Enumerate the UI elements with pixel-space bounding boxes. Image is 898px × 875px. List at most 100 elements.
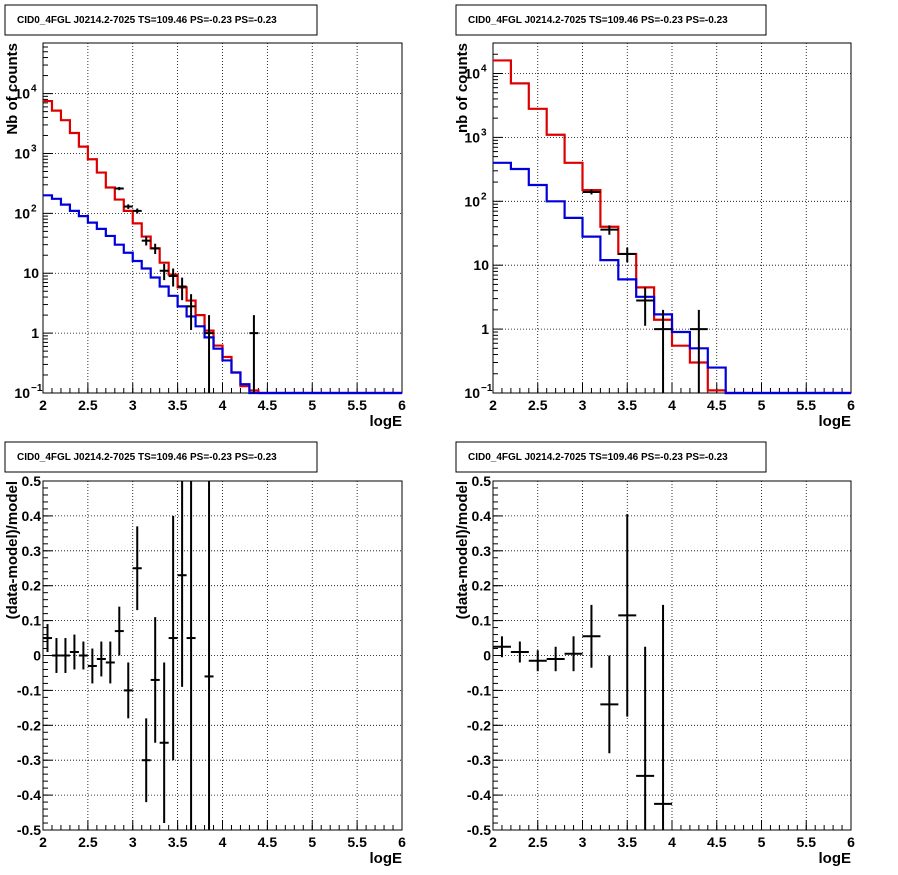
data-point bbox=[150, 243, 160, 255]
y-tick-base: 10 bbox=[473, 257, 489, 273]
residual-point bbox=[564, 636, 583, 672]
data-point bbox=[159, 263, 169, 281]
data-point bbox=[177, 277, 187, 301]
residual-point bbox=[105, 641, 115, 684]
x-tick-label: 6 bbox=[847, 397, 855, 413]
residual-point bbox=[618, 514, 637, 717]
data-point bbox=[689, 309, 708, 393]
y-tick-label: 0 bbox=[483, 648, 491, 664]
y-tick-label: 0.1 bbox=[472, 613, 492, 629]
y-tick-label: 10 bbox=[23, 265, 39, 281]
y-tick-label: 10 bbox=[464, 193, 480, 209]
y-tick-label: 0.5 bbox=[472, 473, 492, 489]
y-tick-base: 10 bbox=[464, 129, 480, 145]
x-tick-label: 3 bbox=[579, 397, 587, 413]
x-tick-label: 3 bbox=[129, 834, 137, 850]
model-source-histogram bbox=[43, 194, 402, 395]
data-point bbox=[582, 189, 601, 195]
y-tick-base: 10 bbox=[464, 193, 480, 209]
y-tick-exponent: 4 bbox=[31, 84, 37, 95]
x-tick-label: 4 bbox=[668, 397, 676, 413]
y-tick-base: 10 bbox=[464, 65, 480, 81]
residual-point bbox=[546, 646, 565, 672]
x-tick-label: 3.5 bbox=[618, 834, 638, 850]
x-tick-label: 4.5 bbox=[258, 834, 278, 850]
data-point bbox=[132, 208, 142, 214]
chart-panel-2: CID0_4FGL J0214.2-7025 TS=109.46 PS=-0.2… bbox=[454, 4, 855, 430]
y-tick-label: 0.3 bbox=[472, 543, 492, 559]
x-axis-label: logE bbox=[370, 850, 403, 867]
y-axis-label: nb of counts bbox=[454, 43, 471, 133]
data-point bbox=[168, 268, 178, 287]
x-tick-label: 4.5 bbox=[707, 397, 727, 413]
y-tick-base: 1 bbox=[31, 325, 39, 341]
data-point bbox=[600, 225, 619, 235]
y-tick-exponent: −1 bbox=[481, 383, 493, 394]
x-tick-label: 5 bbox=[308, 397, 316, 413]
x-tick-label: 2.5 bbox=[78, 397, 98, 413]
residual-point bbox=[51, 638, 61, 673]
x-tick-label: 5 bbox=[758, 397, 766, 413]
residual-point bbox=[204, 481, 214, 830]
residual-point bbox=[582, 604, 601, 668]
residual-point bbox=[654, 604, 673, 830]
title-box bbox=[455, 441, 767, 473]
title-box bbox=[4, 441, 318, 473]
y-tick-exponent: 4 bbox=[481, 63, 487, 74]
x-tick-label: 5 bbox=[308, 834, 316, 850]
x-tick-label: 4 bbox=[668, 834, 676, 850]
y-tick-base: 10 bbox=[14, 86, 30, 102]
x-tick-label: 2 bbox=[39, 397, 47, 413]
residual-point bbox=[636, 646, 655, 830]
chart-panel-1: CID0_4FGL J0214.2-7025 TS=109.46 PS=-0.2… bbox=[4, 4, 406, 430]
x-tick-label: 4.5 bbox=[707, 834, 727, 850]
chart-title: CID0_4FGL J0214.2-7025 TS=109.46 PS=-0.2… bbox=[17, 452, 277, 463]
y-tick-label: 10 bbox=[464, 385, 480, 401]
x-tick-label: 2.5 bbox=[528, 397, 548, 413]
y-tick-label: 0.4 bbox=[22, 508, 42, 524]
data-point bbox=[186, 294, 196, 331]
chart-panel-4: CID0_4FGL J0214.2-7025 TS=109.46 PS=-0.2… bbox=[454, 441, 855, 867]
x-axis-label: logE bbox=[819, 850, 852, 867]
residual-point bbox=[159, 662, 169, 824]
x-tick-label: 5 bbox=[758, 834, 766, 850]
residual-point bbox=[510, 641, 529, 663]
chart-title: CID0_4FGL J0214.2-7025 TS=109.46 PS=-0.2… bbox=[468, 15, 728, 26]
x-tick-label: 3 bbox=[579, 834, 587, 850]
title-box bbox=[4, 4, 318, 36]
y-tick-label: 10 bbox=[14, 145, 30, 161]
y-tick-base: 10 bbox=[14, 145, 30, 161]
residual-point bbox=[168, 515, 178, 761]
x-tick-label: 6 bbox=[398, 397, 406, 413]
residual-point bbox=[123, 662, 133, 719]
x-tick-label: 3.5 bbox=[168, 834, 188, 850]
data-point bbox=[123, 204, 133, 209]
y-tick-base: 10 bbox=[14, 385, 30, 401]
y-tick-label: 10 bbox=[14, 86, 30, 102]
residual-point bbox=[132, 526, 142, 611]
data-point bbox=[636, 287, 655, 326]
y-tick-exponent: −1 bbox=[31, 383, 43, 394]
y-tick-base: 10 bbox=[14, 205, 30, 221]
residual-point bbox=[528, 650, 547, 672]
y-tick-base: 10 bbox=[23, 265, 39, 281]
y-tick-label: 1 bbox=[31, 325, 39, 341]
x-tick-label: 3.5 bbox=[618, 397, 638, 413]
data-point bbox=[141, 236, 151, 246]
y-tick-label: -0.1 bbox=[467, 682, 491, 698]
x-tick-label: 6 bbox=[398, 834, 406, 850]
residual-point bbox=[69, 634, 79, 670]
x-tick-label: 5.5 bbox=[797, 397, 817, 413]
residual-point bbox=[186, 481, 196, 830]
chart-title: CID0_4FGL J0214.2-7025 TS=109.46 PS=-0.2… bbox=[468, 452, 728, 463]
y-tick-label: 0.2 bbox=[22, 578, 42, 594]
residual-point bbox=[42, 624, 52, 653]
y-tick-exponent: 2 bbox=[481, 191, 487, 202]
residual-point bbox=[60, 638, 70, 673]
y-tick-label: 10 bbox=[464, 129, 480, 145]
x-tick-label: 4.5 bbox=[258, 397, 278, 413]
residual-point bbox=[141, 718, 151, 803]
y-tick-exponent: 3 bbox=[481, 127, 487, 138]
residual-point bbox=[87, 648, 97, 684]
y-tick-label: -0.5 bbox=[467, 822, 491, 838]
